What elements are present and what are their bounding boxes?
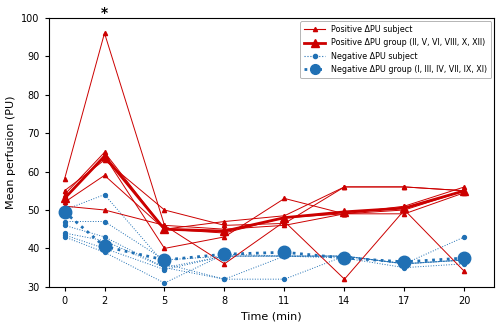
Y-axis label: Mean perfusion (PU): Mean perfusion (PU) bbox=[6, 95, 16, 209]
Text: *: * bbox=[101, 6, 108, 20]
X-axis label: Time (min): Time (min) bbox=[241, 311, 302, 321]
Legend: Positive ΔPU subject, Positive ΔPU group (II, V, VI, VIII, X, XII), Negative ΔPU: Positive ΔPU subject, Positive ΔPU group… bbox=[300, 21, 491, 78]
